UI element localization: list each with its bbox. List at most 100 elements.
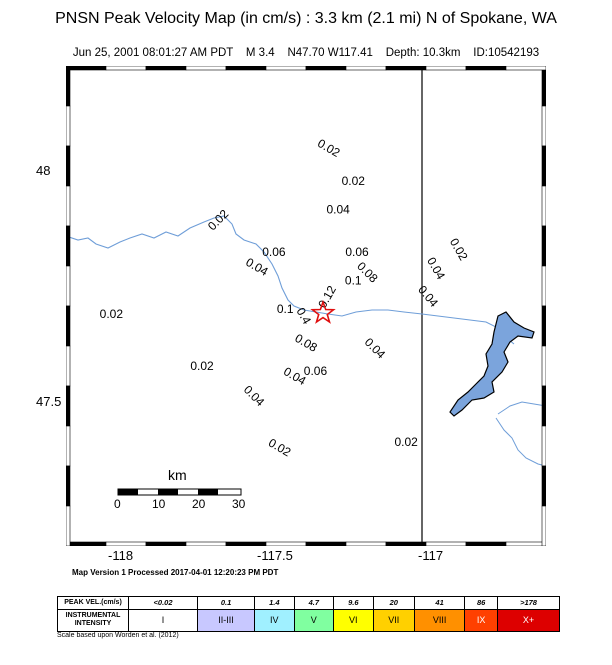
contour-label: 0.04 [326,202,350,216]
intensity-cell: VI [333,608,374,633]
frame-segment [541,505,547,547]
scale-unit: km [168,467,187,483]
intensity-cell: V [293,608,335,633]
frame-segment [541,145,547,187]
legend-value: 9.6 [333,596,374,610]
frame-segment [541,385,547,427]
x-tick-label: -117 [418,548,444,563]
contour-label: 0.02 [342,174,366,188]
y-tick-label: 47.5 [36,394,62,409]
event-magnitude: M 3.4 [245,47,275,59]
frame-segment [505,65,547,71]
scale-bar: km 0 10 20 30 [112,467,252,512]
intensity-cell: II-III [197,608,256,633]
frame-segment [305,65,347,71]
frame-segment [65,385,71,427]
event-date: Jun 25, 2001 08:01:27 AM PDT [72,47,234,59]
frame-segment [541,185,547,227]
scale-bar-graphic [117,488,242,496]
frame-segment [65,65,107,71]
frame-segment [541,425,547,467]
frame-segment [345,65,387,71]
intensity-cell: IV [254,608,295,633]
frame-segment [385,65,427,71]
frame-segment [265,541,307,547]
event-details: Jun 25, 2001 08:01:27 AM PDT M 3.4 N47.7… [0,47,612,59]
frame-segment [65,265,71,307]
intensity-cell: VII [372,608,416,633]
contour-label: 0.06 [262,245,286,259]
legend-value: 0.1 [197,596,256,610]
scale-tick: 20 [192,497,206,511]
legend-velocity-row: PEAK VEL.(cm/s) <0.02 0.1 1.4 4.7 9.6 20… [57,596,560,610]
frame-segment [465,541,507,547]
frame-segment [265,65,307,71]
y-tick-label: 48 [36,163,51,178]
frame-segment [65,465,71,507]
contour-label: 0.02 [100,307,124,321]
frame-segment [425,541,467,547]
frame-segment [65,425,71,467]
frame-segment [541,465,547,507]
frame-segment [145,541,187,547]
lake-coeur-dalene [449,311,535,417]
legend-value: 86 [464,596,499,610]
scale-tick: 30 [232,497,246,511]
stream-east [497,401,547,415]
legend-value: >178 [497,596,560,610]
peak-vel-header: PEAK VEL.(cm/s) [57,596,129,610]
legend-intensity-row: INSTRUMENTAL INTENSITY I II-III IV V VI V… [57,608,560,633]
legend-value: 20 [372,596,416,610]
frame-segment [541,265,547,307]
frame-segment [105,541,147,547]
spokane-river [65,215,515,345]
frame-segment [541,345,547,387]
epicenter-star-icon [310,299,336,324]
contour-label: 0.02 [394,435,418,449]
frame-segment [541,225,547,267]
intensity-header-line2: INTENSITY [74,620,112,628]
scale-tick: 0 [114,497,121,511]
intensity-cell: I [127,608,199,633]
contour-label: 0.02 [190,359,214,373]
event-depth: Depth: 10.3km [385,47,461,59]
map-title: PNSN Peak Velocity Map (in cm/s) : 3.3 k… [55,10,557,27]
intensity-cell: X+ [497,608,560,633]
frame-segment [145,65,187,71]
legend-value: <0.02 [127,596,199,610]
frame-segment [385,541,427,547]
stream-southeast [495,417,547,467]
event-id: ID:10542193 [473,47,540,59]
frame-segment [225,65,267,71]
frame-segment [541,305,547,347]
x-tick-label: -118 [108,548,134,563]
frame-segment [505,541,547,547]
frame-segment [65,345,71,387]
frame-segment [65,305,71,347]
frame-segment [541,65,547,107]
contour-label: 0.1 [277,302,294,316]
contour-label: 0.06 [345,245,369,259]
legend-value: 4.7 [293,596,335,610]
frame-segment [225,541,267,547]
frame-segment [65,105,71,147]
map-panel[interactable]: 0.02 0.02 0.04 0.02 0.02 0.06 0.04 0.06 0.04 0.08… [65,65,547,547]
contour-label: 0.06 [304,364,328,378]
frame-segment [105,65,147,71]
event-location: N47.70 W117.41 [287,47,373,59]
processed-note: Map Version 1 Processed 2017-04-01 12:20… [72,568,279,577]
frame-segment [305,541,347,547]
frame-segment [65,505,71,547]
frame-segment [345,541,387,547]
frame-segment [185,65,227,71]
frame-segment [65,145,71,187]
frame-segment [465,65,507,71]
contour-label: 0.1 [345,274,362,288]
frame-segment [185,541,227,547]
legend-value: 1.4 [254,596,295,610]
frame-segment [65,65,71,107]
intensity-header: INSTRUMENTAL INTENSITY [57,608,129,633]
frame-segment [541,105,547,147]
intensity-header-line1: INSTRUMENTAL [65,612,121,620]
intensity-cell: IX [464,608,499,633]
